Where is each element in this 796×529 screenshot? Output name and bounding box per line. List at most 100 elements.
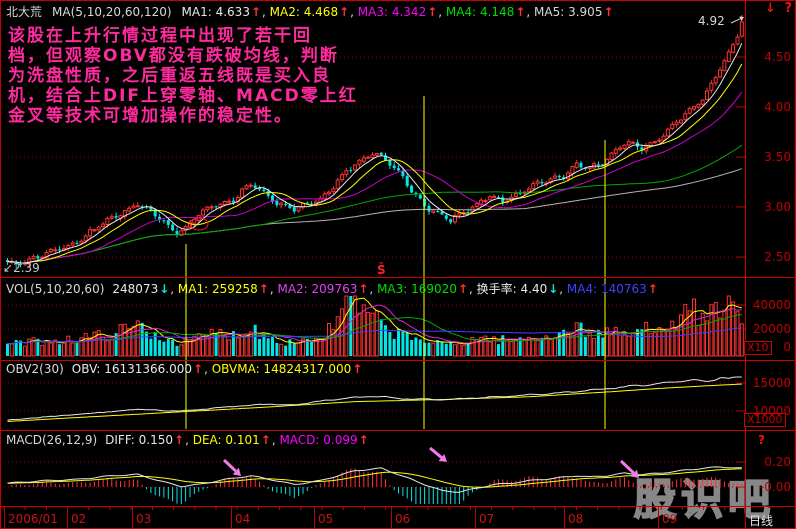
ma1-value: MA1: 4.633: [181, 5, 250, 19]
annotation-line: 金叉等技术可增加操作的稳定性。: [8, 106, 293, 126]
up-arrow-icon: ↑: [647, 282, 658, 296]
timeline-month-label: 08: [568, 512, 584, 526]
timeline-separator: [564, 507, 565, 528]
annotation-line: 为洗盘性质，之后重返五线既是买入良: [8, 66, 331, 86]
low-arrow-icon: ↙: [3, 261, 14, 275]
separator: ,: [185, 433, 193, 447]
macd-axis-label: -0.00: [759, 480, 791, 494]
obv-axis-label: 10000: [752, 404, 791, 418]
timeline-month-label: 07: [479, 512, 495, 526]
volume-multiplier-badge: X10: [744, 341, 772, 355]
timeline-separator: [67, 507, 68, 528]
annotation-line: 档，但观察OBV都没有跌破均线，判断: [8, 46, 339, 66]
timeline-separator: [231, 507, 232, 528]
stock-name: 北大荒: [6, 5, 43, 19]
timeline-month-label: 06: [395, 512, 411, 526]
ma-formula[interactable]: MA(5,10,20,60,120): [52, 5, 172, 19]
volume-axis-label: 20000: [752, 322, 791, 336]
separator: ,: [204, 362, 212, 376]
timeline-month-label: 09: [662, 512, 678, 526]
macd-axis-label: 0.20: [764, 455, 791, 469]
macd-formula[interactable]: MACD(26,12,9): [6, 433, 98, 447]
vol-ma1: MA1: 259258: [177, 282, 258, 296]
price-axis-label: 4.00: [764, 100, 791, 114]
up-arrow-icon: ↑: [250, 5, 262, 19]
down-arrow-icon: ↓: [159, 282, 170, 296]
turnover-rate: 换手率: 4.40: [476, 282, 548, 296]
separator: ,: [271, 433, 280, 447]
period-low-label: 2.39: [13, 261, 40, 275]
up-arrow-icon: ↑: [457, 282, 468, 296]
up-arrow-icon: ↑: [339, 5, 350, 19]
diff-value: DIFF: 0.150: [105, 433, 174, 447]
obv-multiplier-badge: X1000: [744, 413, 786, 427]
vol-indicator-bar: VOL(5,10,20,60) 248073↓, MA1: 259258↑, MA…: [6, 280, 659, 297]
timeline-separator: [132, 507, 133, 528]
price-axis-label: 4.50: [764, 50, 791, 64]
timeline-separator: [4, 507, 5, 528]
help-icon[interactable]: ?: [784, 1, 792, 16]
period-high-label: 4.92: [698, 14, 725, 28]
up-arrow-icon: ↑: [358, 433, 369, 447]
macd-help-icon[interactable]: ?: [758, 433, 765, 447]
timeline-separator: [745, 507, 746, 528]
timeline-bar[interactable]: 日线 2006/01 02 03 04 05 06 07 08 09: [0, 506, 796, 529]
macd-indicator-bar: MACD(26,12,9) DIFF: 0.150↑, DEA: 0.101↑, …: [6, 433, 370, 447]
up-arrow-icon: ↑: [427, 5, 438, 19]
vol-current: 248073: [112, 282, 159, 296]
down-arrow-icon: ↓: [548, 282, 559, 296]
vol-formula[interactable]: VOL(5,10,20,60): [6, 282, 105, 296]
timeline-month-label: 02: [71, 512, 87, 526]
up-arrow-icon: ↑: [258, 282, 269, 296]
dea-value: DEA: 0.101: [192, 433, 260, 447]
vol-ma3: MA3: 169020: [377, 282, 457, 296]
up-arrow-icon: ↑: [603, 5, 614, 19]
annotation-line: 机，结合上DIF上穿零轴、MACD零上红: [8, 86, 358, 106]
price-axis-label: 2.50: [764, 250, 791, 264]
timeline-separator: [391, 507, 392, 528]
timeline-separator: [658, 507, 659, 528]
ma3-value: MA3: 4.342: [357, 5, 427, 19]
annotation-text: 该股在上升行情过程中出现了若干回 档，但观察OBV都没有跌破均线，判断 为洗盘性…: [8, 26, 358, 126]
scroll-down-icon[interactable]: ↓: [765, 1, 776, 16]
macd-value: MACD: 0.099: [279, 433, 358, 447]
up-arrow-icon: ↑: [358, 282, 369, 296]
main-indicator-bar: 北大荒 MA(5,10,20,60,120) MA1: 4.633↑, MA2: 4…: [6, 3, 615, 20]
timeline-separator: [314, 507, 315, 528]
period-low-wrap: ↙2.39: [3, 261, 40, 275]
watermark: 股识吧: [633, 474, 776, 525]
price-axis-label: 3.50: [764, 150, 791, 164]
separator: ,: [526, 5, 535, 19]
vol-ma2: MA2: 209763: [277, 282, 358, 296]
timeline-month-label: 2006/01: [8, 512, 58, 526]
volume-axis-label: 0: [783, 340, 791, 354]
window-corner-icons: ↓ ?: [761, 1, 792, 16]
sell-signal-marker: Ŝ: [377, 263, 386, 277]
timeline-month-label: 03: [136, 512, 152, 526]
separator: ,: [369, 282, 378, 296]
price-axis-label: 3.00: [764, 200, 791, 214]
timeline-separator: [475, 507, 476, 528]
timeline-month-label: 05: [318, 512, 334, 526]
up-arrow-icon: ↑: [352, 362, 363, 376]
obvma-value: OBVMA: 14824317.000: [211, 362, 352, 376]
timeline-month-label: 04: [235, 512, 251, 526]
obv-axis-label: 15000: [752, 376, 791, 390]
annotation-line: 该股在上升行情过程中出现了若干回: [8, 26, 312, 46]
up-arrow-icon: ↑: [260, 433, 271, 447]
volume-axis-label: 40000: [752, 298, 791, 312]
separator: ,: [170, 282, 178, 296]
period-label[interactable]: 日线: [749, 514, 774, 528]
vol-ma4: MA4: 140763: [566, 282, 647, 296]
separator: ,: [350, 5, 358, 19]
separator: ,: [262, 5, 270, 19]
ma2-value: MA2: 4.468: [269, 5, 339, 19]
separator: ,: [469, 282, 477, 296]
up-arrow-icon: ↑: [174, 433, 185, 447]
separator: ,: [559, 282, 567, 296]
obv-formula[interactable]: OBV2(30): [6, 362, 64, 376]
up-arrow-icon: ↑: [515, 5, 526, 19]
ma4-value: MA4: 4.148: [445, 5, 515, 19]
